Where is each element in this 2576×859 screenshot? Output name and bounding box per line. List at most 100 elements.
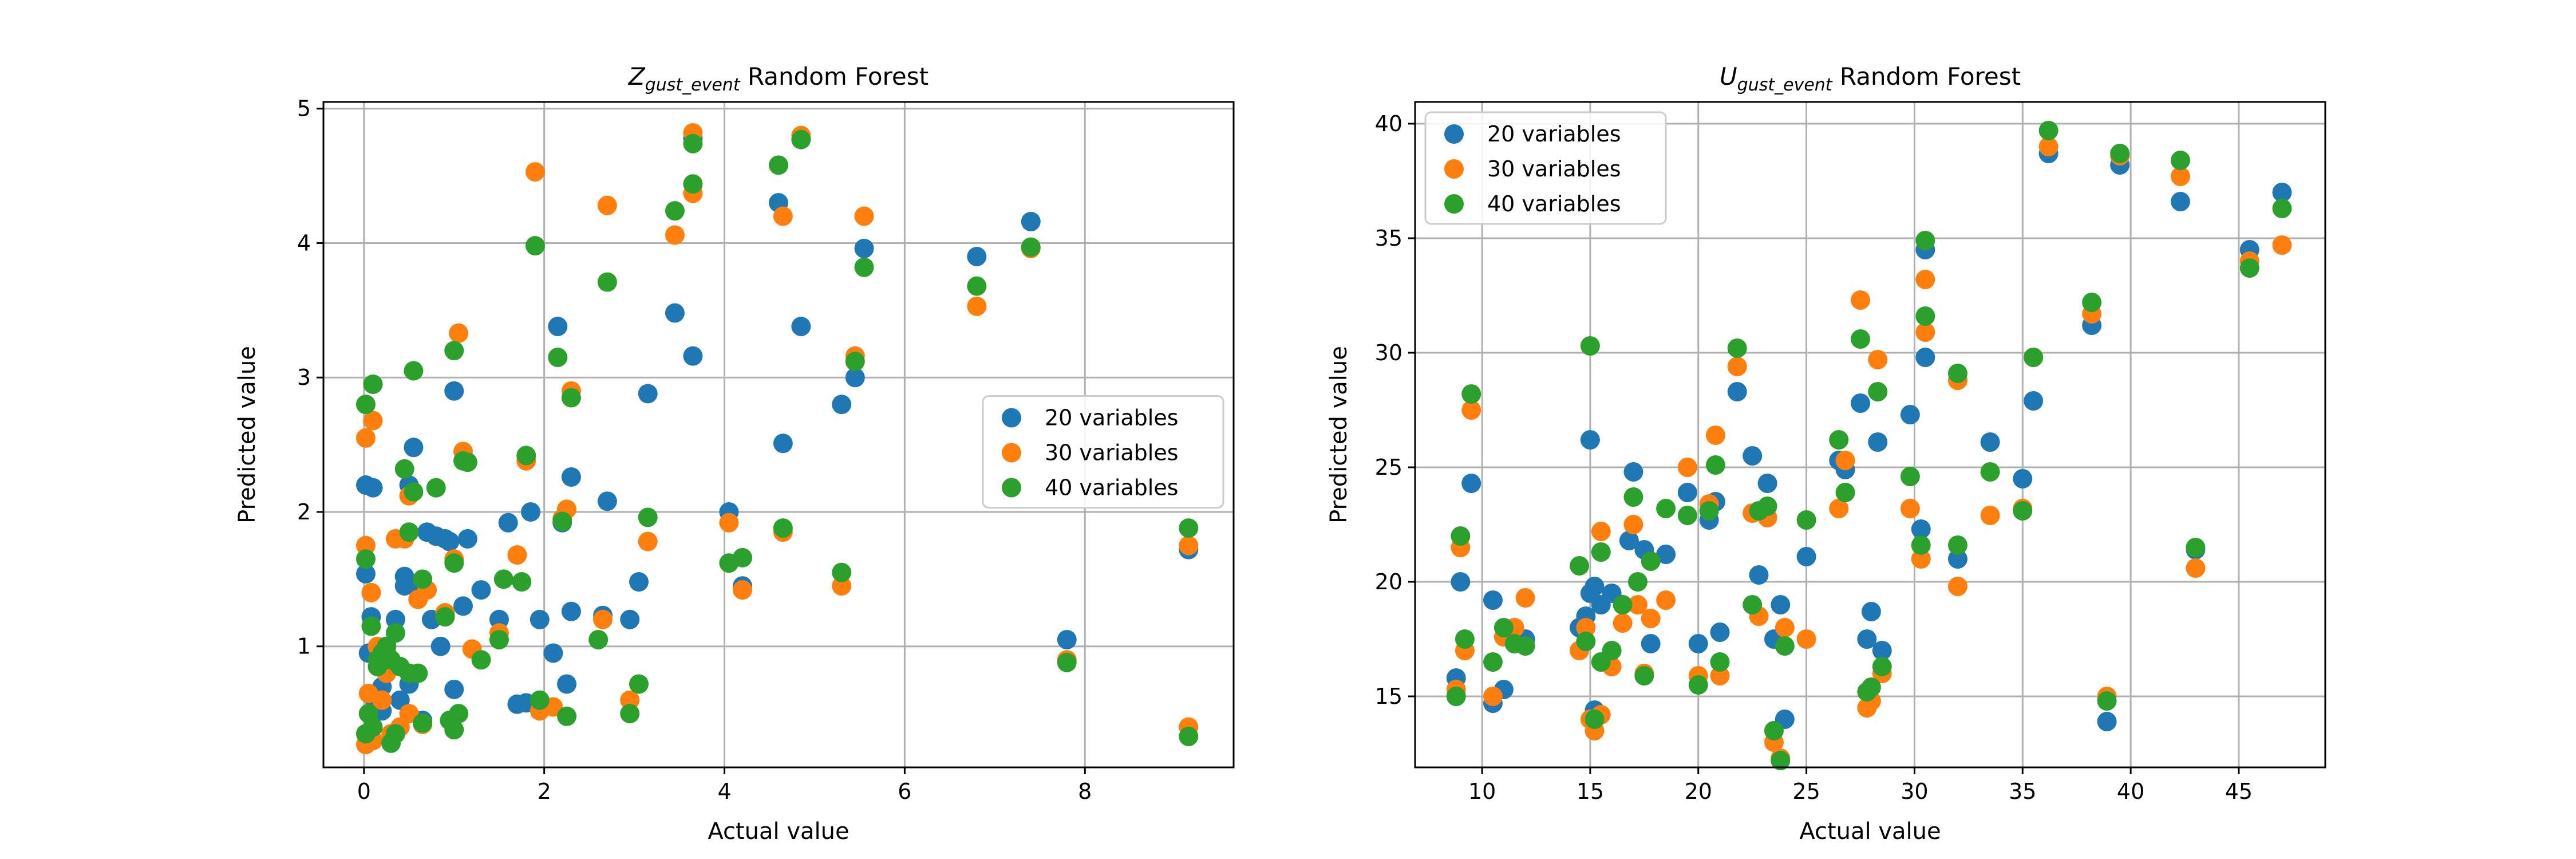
data-point [1915,322,1935,342]
legend-box [1424,111,1667,225]
chart-title: Ugust_event Random Forest [1720,62,2021,95]
data-point [665,225,685,245]
legend-label: 20 variables [1045,405,1179,431]
data-point [1796,547,1816,566]
data-point [1868,432,1888,452]
x-tick-label: 45 [2225,779,2253,804]
data-point [854,238,874,258]
data-point [1515,636,1535,656]
y-axis-label: Predicted value [1326,346,1352,523]
data-point [1915,231,1935,250]
data-point [449,323,469,343]
data-point [1775,636,1795,656]
data-point [1771,751,1791,770]
data-point [355,428,376,448]
data-point [1455,629,1475,649]
data-point [385,609,405,629]
ticks: 0 2 4 6 8 1 2 3 4 5 [297,96,1092,804]
data-point [557,706,577,726]
data-point [1494,618,1514,637]
data-point [1947,577,1967,596]
data-point [385,724,405,744]
data-point [1835,451,1855,470]
y-tick-label: 40 [1375,111,1402,136]
data-point [1656,499,1676,518]
data-point [363,411,383,431]
data-point [385,623,405,643]
data-point [2272,199,2292,218]
data-point [2038,137,2059,156]
data-point [561,388,581,408]
data-point [845,352,865,372]
data-point [1872,657,1892,676]
data-point [489,609,509,629]
data-point [516,446,536,466]
data-point [832,562,852,582]
x-tick-label: 35 [2009,779,2036,804]
data-point [530,609,550,629]
axes-frame [1414,101,2326,769]
data-point [521,502,541,522]
data-point [1179,518,1199,538]
data-point [1727,338,1747,358]
data-point [1656,545,1676,564]
data-point [1576,632,1596,651]
data-point [2013,501,2033,521]
chart-z-gust-event: Zgust_event Random Forest Actual value P… [234,62,1235,845]
data-point [665,201,685,221]
data-point [854,257,874,277]
data-point [453,596,473,616]
legend-box [982,395,1224,509]
data-point [1947,535,1967,555]
data-point [769,155,788,175]
data-point [408,663,428,683]
title-text: Random Forest [1832,62,2021,90]
data-point [355,724,376,744]
data-point [1915,348,1935,367]
data-point [404,482,424,502]
data-point [1900,499,1920,518]
data-point [2170,167,2190,186]
y-tick-label: 3 [297,365,311,390]
data-point [1851,393,1871,413]
x-tick-label: 25 [1792,779,1820,804]
x-tick-label: 10 [1468,779,1496,804]
series-30-variables [1446,137,2292,768]
data-point [1947,364,1967,383]
data-point [638,384,658,404]
data-point [444,679,464,699]
data-point [471,580,491,600]
data-point [1743,446,1763,466]
data-point [638,531,658,551]
data-point [444,341,464,361]
data-point [2272,235,2292,255]
data-point [404,361,424,381]
data-point [543,643,563,663]
data-point [471,650,491,670]
data-point [773,206,793,226]
x-tick-label: 30 [1901,779,1928,804]
y-axis-label: Predicted value [234,346,260,523]
data-point [548,348,568,368]
legend-marker [1444,159,1464,179]
data-point [444,381,464,401]
data-point [1980,462,2000,482]
data-point [1461,400,1481,420]
data-point [2186,538,2206,557]
data-point [561,601,581,621]
data-point [1872,641,1892,660]
data-point [1461,474,1481,493]
data-point [361,582,381,602]
data-point [1861,602,1881,621]
data-point [548,317,568,337]
data-point [1576,618,1596,637]
y-tick-label: 25 [1375,455,1402,480]
data-point [1613,613,1633,633]
data-point [1570,556,1590,576]
data-point [1699,501,1719,521]
data-point [1179,535,1199,555]
data-point [1710,666,1730,685]
legend-marker [1444,124,1464,144]
data-point [1980,506,2000,525]
